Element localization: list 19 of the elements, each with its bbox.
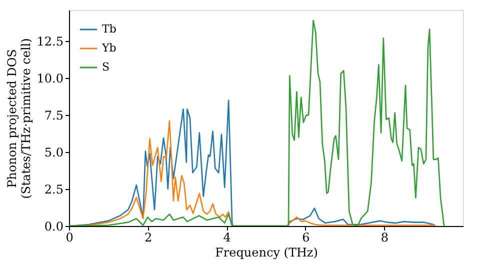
y-tick-label: 5.0 <box>44 146 64 160</box>
y-tick-label: 0.0 <box>44 220 64 234</box>
y-tick-label: 2.5 <box>44 182 64 197</box>
x-tick-label: 2 <box>144 230 152 244</box>
line-series <box>69 20 445 226</box>
x-tick-label: 8 <box>380 230 389 244</box>
y-tick-label: 7.5 <box>44 108 64 123</box>
x-axis-title: Frequency (THz) <box>215 246 318 260</box>
x-tick-label: 6 <box>302 230 310 244</box>
y-tick-label: 10.0 <box>36 72 64 86</box>
line-series <box>69 100 436 226</box>
line-series <box>69 120 436 226</box>
legend-label: Tb <box>102 22 116 36</box>
y-tick-label: 12.5 <box>36 34 64 49</box>
x-tick-label: 0 <box>66 230 74 244</box>
legend-label: Yb <box>101 42 116 54</box>
x-tick-label: 4 <box>223 230 232 244</box>
y-axis-title: Phonon projected DOS (States/THz·primitive cell) <box>4 38 33 199</box>
legend-label: S <box>102 60 110 74</box>
